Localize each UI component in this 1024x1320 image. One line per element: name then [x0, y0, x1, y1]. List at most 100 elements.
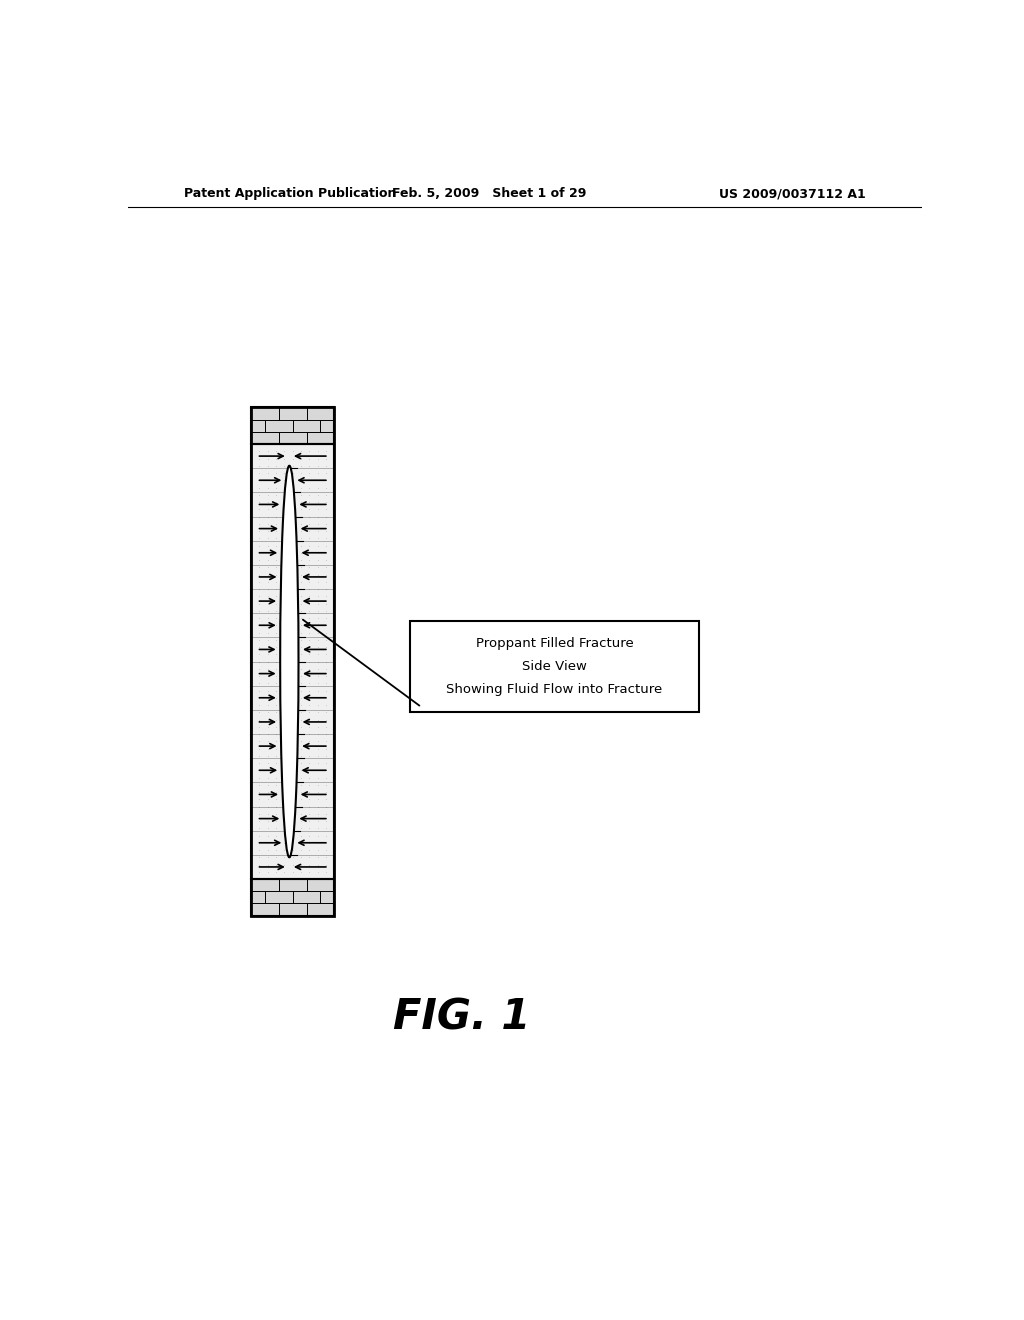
- Point: [309, 615, 326, 636]
- Point: [317, 775, 334, 796]
- Point: [276, 441, 293, 462]
- Point: [243, 723, 259, 744]
- Point: [326, 854, 342, 875]
- Point: [309, 688, 326, 709]
- Point: [259, 723, 275, 744]
- Point: [243, 659, 259, 680]
- Point: [259, 775, 275, 796]
- Point: [268, 615, 285, 636]
- Point: [285, 506, 301, 527]
- Point: [326, 659, 342, 680]
- Point: [251, 441, 267, 462]
- Point: [285, 731, 301, 752]
- Point: [293, 846, 309, 867]
- Point: [251, 723, 267, 744]
- Point: [276, 846, 293, 867]
- Point: [293, 455, 309, 477]
- Point: [293, 651, 309, 672]
- Point: [293, 535, 309, 556]
- Point: [276, 543, 293, 564]
- Point: [326, 601, 342, 622]
- Point: [309, 665, 326, 686]
- Point: [259, 564, 275, 585]
- Point: [326, 840, 342, 861]
- Point: [293, 470, 309, 491]
- Point: [243, 840, 259, 861]
- Point: [309, 840, 326, 861]
- Point: [276, 717, 293, 738]
- Point: [243, 644, 259, 665]
- Point: [301, 694, 317, 715]
- Point: [309, 723, 326, 744]
- Point: [309, 760, 326, 781]
- Point: [301, 796, 317, 817]
- Point: [251, 659, 267, 680]
- Point: [326, 441, 342, 462]
- Point: [285, 673, 301, 694]
- Point: [259, 528, 275, 549]
- Point: [326, 665, 342, 686]
- Point: [293, 543, 309, 564]
- Point: [268, 832, 285, 853]
- Point: [276, 789, 293, 810]
- Point: [301, 528, 317, 549]
- Point: [268, 470, 285, 491]
- Point: [326, 499, 342, 520]
- Point: [268, 433, 285, 454]
- Point: [243, 846, 259, 867]
- Point: [301, 673, 317, 694]
- Point: [317, 586, 334, 607]
- Point: [251, 513, 267, 535]
- Point: [243, 601, 259, 622]
- Point: [309, 470, 326, 491]
- Point: [268, 665, 285, 686]
- Point: [259, 702, 275, 723]
- Point: [243, 688, 259, 709]
- Point: [259, 789, 275, 810]
- Point: [293, 499, 309, 520]
- Point: [285, 651, 301, 672]
- Point: [317, 789, 334, 810]
- Point: [326, 673, 342, 694]
- Point: [285, 535, 301, 556]
- Point: [268, 846, 285, 867]
- Point: [285, 825, 301, 846]
- Point: [268, 491, 285, 512]
- Point: [285, 513, 301, 535]
- Point: [259, 636, 275, 657]
- Point: [259, 491, 275, 512]
- Point: [259, 470, 275, 491]
- Point: [276, 861, 293, 882]
- Point: [301, 810, 317, 832]
- Point: [276, 491, 293, 512]
- Point: [276, 840, 293, 861]
- Point: [251, 746, 267, 767]
- Point: [251, 869, 267, 890]
- Point: [301, 564, 317, 585]
- Point: [251, 825, 267, 846]
- Point: [326, 455, 342, 477]
- Point: [301, 832, 317, 853]
- Point: [276, 455, 293, 477]
- Point: [243, 520, 259, 541]
- Point: [326, 615, 342, 636]
- Point: [276, 817, 293, 838]
- Point: [326, 607, 342, 628]
- Point: [326, 447, 342, 469]
- Point: [317, 752, 334, 774]
- Point: [268, 484, 285, 506]
- Point: [276, 680, 293, 701]
- Point: [285, 688, 301, 709]
- Point: [326, 543, 342, 564]
- Point: [309, 702, 326, 723]
- Point: [293, 513, 309, 535]
- Point: [285, 723, 301, 744]
- Point: [268, 659, 285, 680]
- Point: [309, 817, 326, 838]
- Point: [301, 803, 317, 824]
- Point: [276, 832, 293, 853]
- Point: [317, 513, 334, 535]
- Point: [268, 781, 285, 803]
- Point: [326, 470, 342, 491]
- Point: [276, 528, 293, 549]
